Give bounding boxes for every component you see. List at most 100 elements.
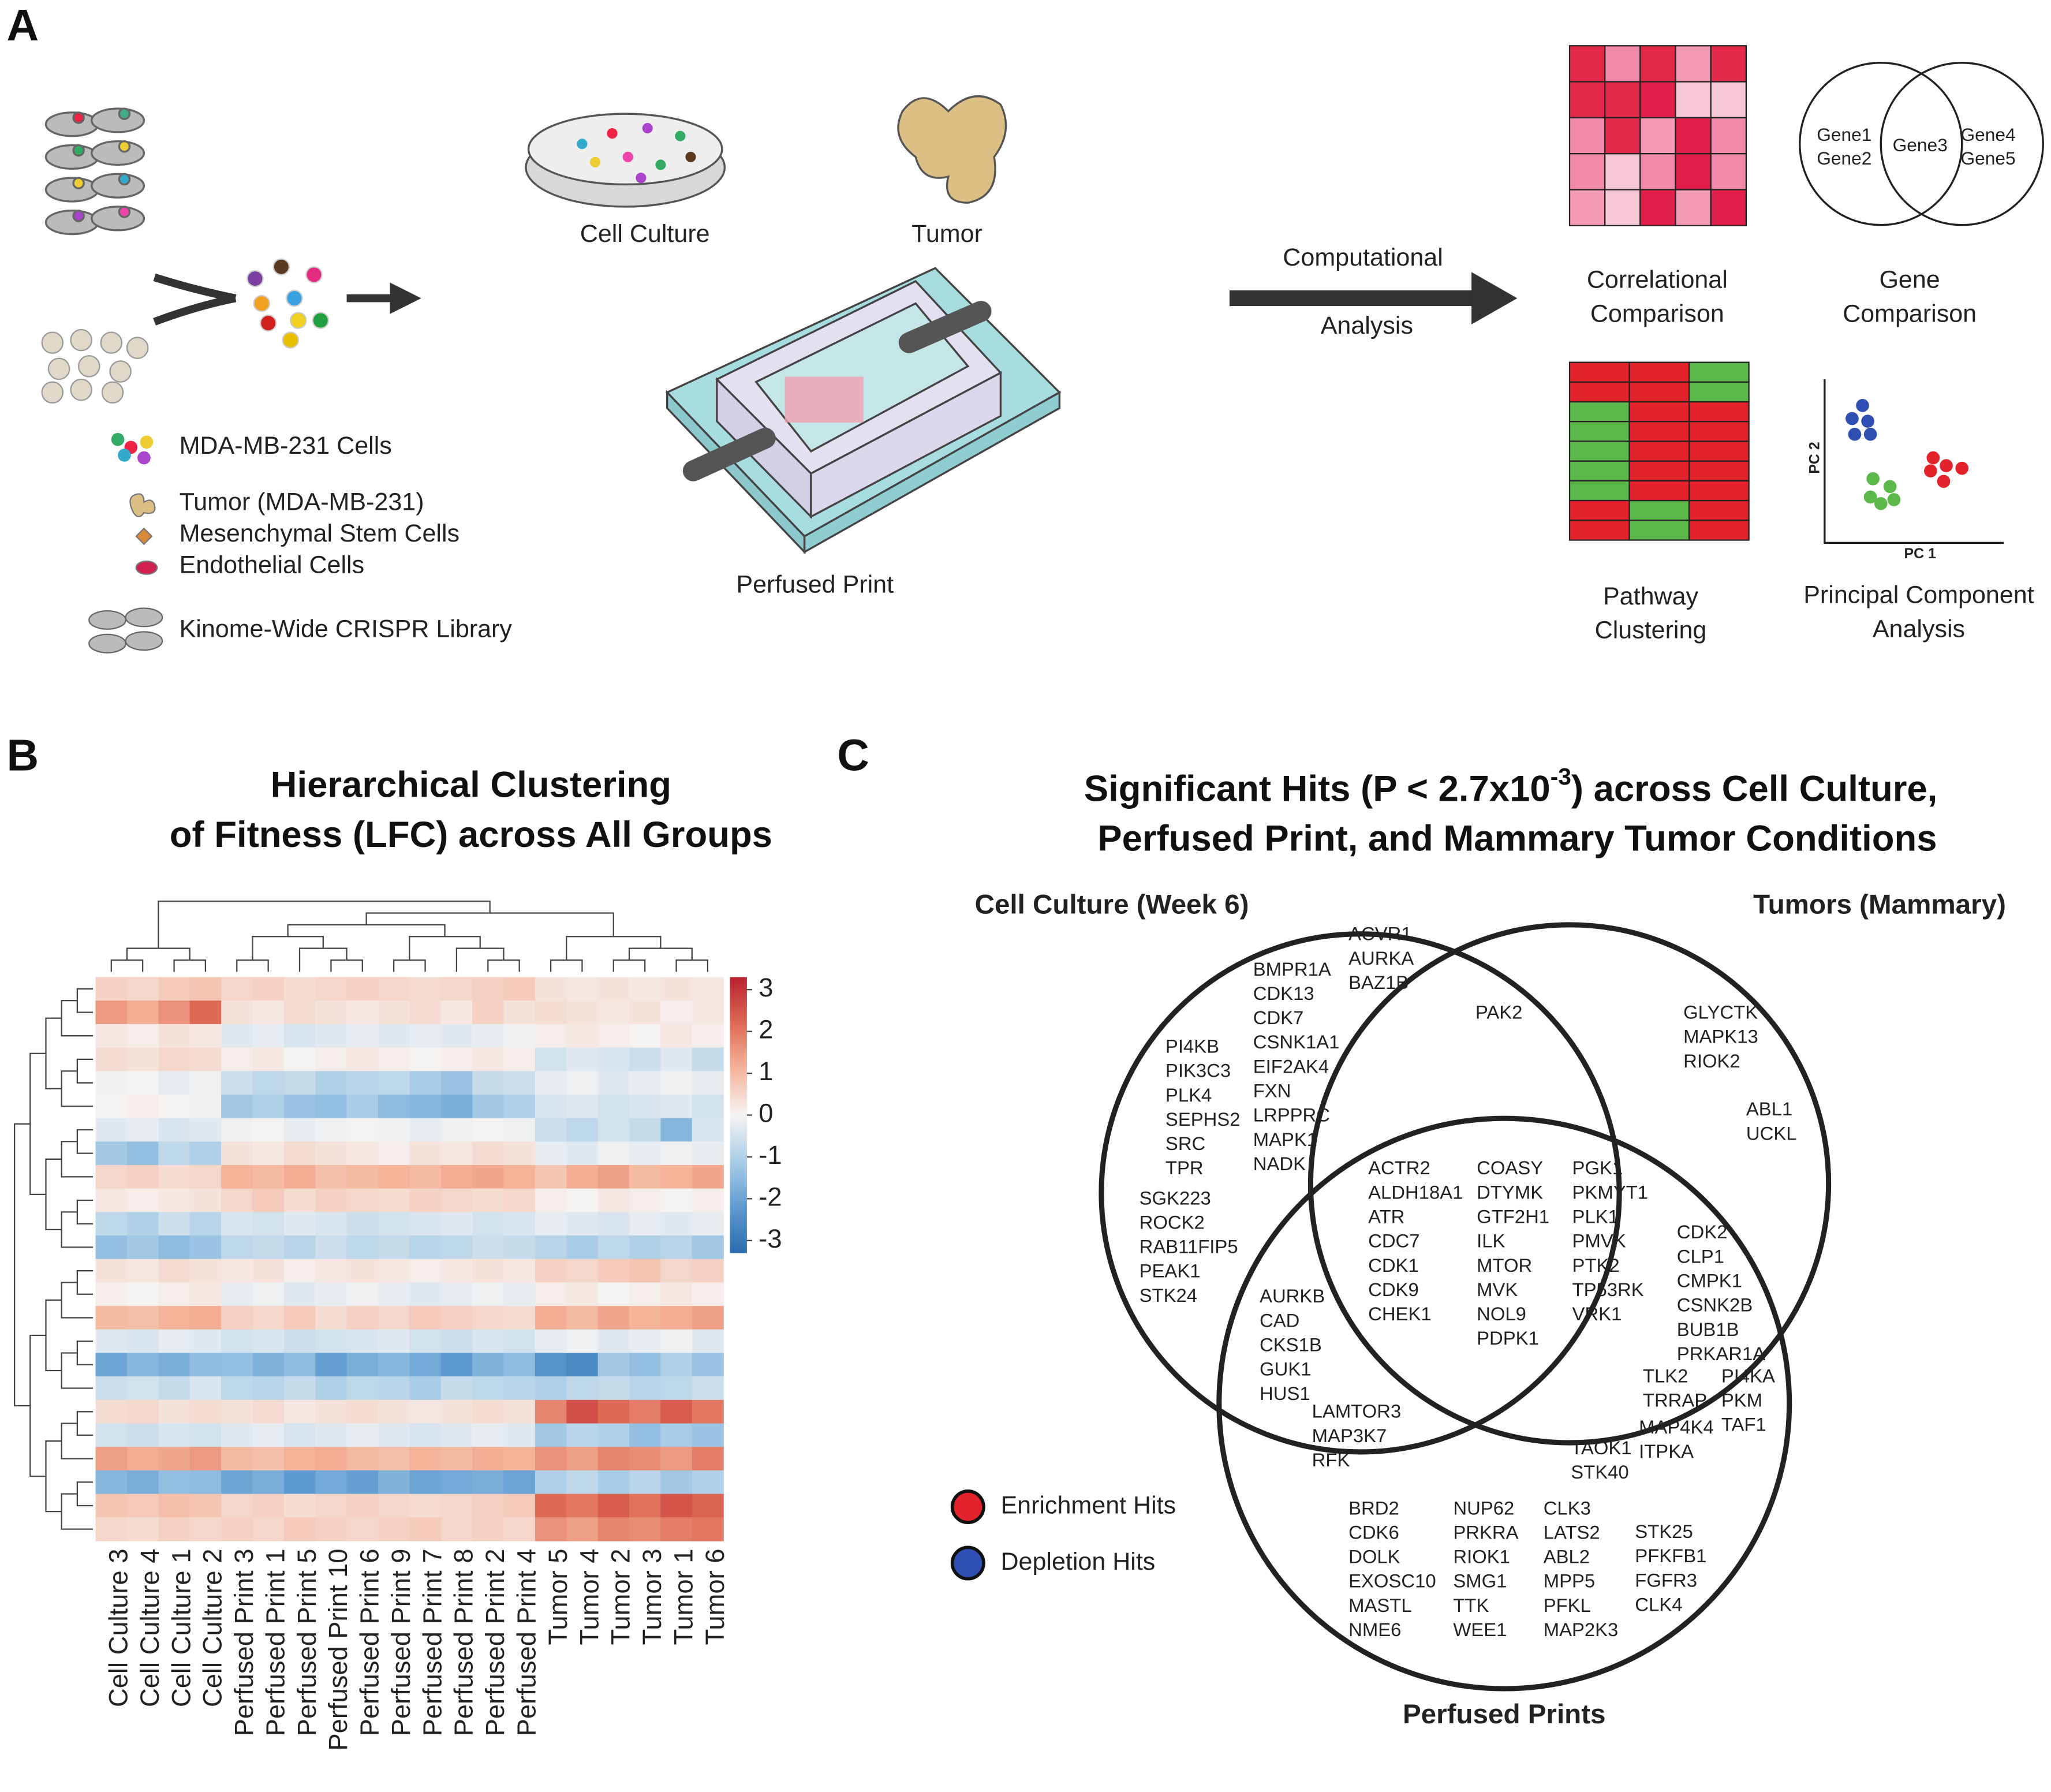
gene-label: PI4KA xyxy=(1721,1365,1775,1386)
heatmap-cell xyxy=(283,1399,316,1424)
axis-label: PC 2 xyxy=(1807,442,1823,473)
heatmap-cell xyxy=(126,1164,159,1189)
gene-label: RFK xyxy=(1312,1449,1350,1470)
dendrogram-branch xyxy=(287,924,446,937)
icon-cell xyxy=(1675,81,1712,119)
heatmap-cell xyxy=(660,1306,693,1330)
heatmap-cell xyxy=(692,1517,724,1541)
gene-label: MAPK1 xyxy=(1253,1129,1317,1150)
heatmap-cell xyxy=(660,1399,693,1424)
heatmap-cell xyxy=(221,1094,253,1119)
gene-label: CAD xyxy=(1260,1309,1299,1331)
heatmap-cell xyxy=(629,1494,662,1518)
heatmap-cell xyxy=(503,1094,536,1119)
heatmap-cell xyxy=(692,977,724,1001)
icon-cell xyxy=(1710,81,1747,119)
heatmap-cell xyxy=(535,1470,567,1495)
heatmap-cell xyxy=(440,1470,473,1495)
heatmap-cell xyxy=(660,1071,693,1095)
heatmap-cell xyxy=(503,1399,536,1424)
icon-cell xyxy=(1628,440,1690,462)
icon-cell xyxy=(1628,421,1690,442)
heatmap-cell xyxy=(189,1494,222,1518)
heatmap-cell xyxy=(597,1094,630,1119)
heatmap-cell xyxy=(440,1353,473,1377)
icon-cell xyxy=(1688,480,1750,502)
legend-label: Depletion Hits xyxy=(1000,1548,1155,1576)
heatmap-cell xyxy=(692,1235,724,1260)
heatmap-cell xyxy=(252,1423,285,1447)
heatmap-cell xyxy=(221,1447,253,1471)
gene-label: PLK1 xyxy=(1572,1205,1619,1227)
heatmap-cell xyxy=(252,1141,285,1166)
heatmap-cell xyxy=(126,1188,159,1213)
icon-cell xyxy=(1710,45,1747,83)
legend-label: Endothelial Cells xyxy=(180,551,365,578)
heatmap-cell xyxy=(503,1259,536,1283)
heatmap-cell xyxy=(252,1306,285,1330)
gene-label: PMVK xyxy=(1572,1230,1626,1252)
gene-label: MVK xyxy=(1477,1279,1518,1300)
heatmap-cell xyxy=(126,1329,159,1354)
legend-marker xyxy=(950,1489,985,1525)
heatmap-cell xyxy=(660,1118,693,1142)
heatmap-cell xyxy=(346,1282,379,1306)
column-label: Cell Culture 3 xyxy=(104,1549,133,1707)
heatmap-cell xyxy=(692,1118,724,1142)
heatmap-cell xyxy=(158,1423,190,1447)
heatmap-cell xyxy=(597,1212,630,1236)
heatmap-cell xyxy=(189,1517,222,1541)
heatmap-cell xyxy=(566,1353,599,1377)
heatmap-cell xyxy=(95,1353,128,1377)
heatmap-cell xyxy=(597,1141,630,1166)
heatmap-cell xyxy=(692,1470,724,1495)
heatmap-cell xyxy=(315,1306,348,1330)
set-label: Cell Culture (Week 6) xyxy=(975,890,1249,920)
gene-label: WEE1 xyxy=(1453,1619,1507,1640)
gene-label: PAK2 xyxy=(1475,1002,1523,1023)
heatmap-cell xyxy=(440,1118,473,1142)
gene-label: BRD2 xyxy=(1348,1497,1399,1518)
heatmap-cell xyxy=(409,1399,442,1424)
dendrogram-branch xyxy=(29,1052,46,1195)
heatmap-cell xyxy=(535,1494,567,1518)
heatmap-cell xyxy=(252,1164,285,1189)
icon-cell xyxy=(1639,45,1676,83)
gene-label: ACTR2 xyxy=(1368,1157,1430,1178)
gene-label: PEAK1 xyxy=(1140,1260,1201,1282)
heatmap-cell xyxy=(503,1212,536,1236)
heatmap-cell xyxy=(315,1423,348,1447)
heatmap-cell xyxy=(378,1164,410,1189)
heatmap-cell xyxy=(126,1353,159,1377)
heatmap-cell xyxy=(566,1470,599,1495)
column-label: Perfused Print 8 xyxy=(449,1549,479,1737)
axis-label: PC 1 xyxy=(1904,546,1937,562)
colorbar-label: -3 xyxy=(759,1224,782,1253)
heatmap-cell xyxy=(346,1306,379,1330)
title-superscript: -3 xyxy=(1551,763,1571,790)
heatmap-cell xyxy=(597,1329,630,1354)
icon-cell xyxy=(1568,480,1630,502)
heatmap-cell xyxy=(692,1164,724,1189)
heatmap-cell xyxy=(95,1164,128,1189)
icon-cell xyxy=(1568,117,1606,155)
heatmap-cell xyxy=(252,1399,285,1424)
heatmap-cell xyxy=(472,1212,505,1236)
heatmap-cell xyxy=(158,1517,190,1541)
icon-cell xyxy=(1639,189,1676,226)
dendrogram-branch xyxy=(675,959,709,972)
gene-label: VRK1 xyxy=(1572,1303,1622,1324)
heatmap-cell xyxy=(503,1494,536,1518)
gene-label: TPR xyxy=(1165,1157,1204,1178)
perfused-device xyxy=(665,267,1062,555)
heatmap-cell xyxy=(409,1259,442,1283)
heatmap-cell xyxy=(283,1470,316,1495)
heatmap-cell xyxy=(503,1423,536,1447)
gene-label: PLK4 xyxy=(1165,1084,1212,1106)
heatmap-cell xyxy=(346,1071,379,1095)
heatmap-cell xyxy=(315,1164,348,1189)
gene-label: PIK3C3 xyxy=(1165,1060,1231,1081)
gene-label: RAB11FIP5 xyxy=(1140,1236,1238,1257)
icon-cell xyxy=(1688,361,1750,383)
